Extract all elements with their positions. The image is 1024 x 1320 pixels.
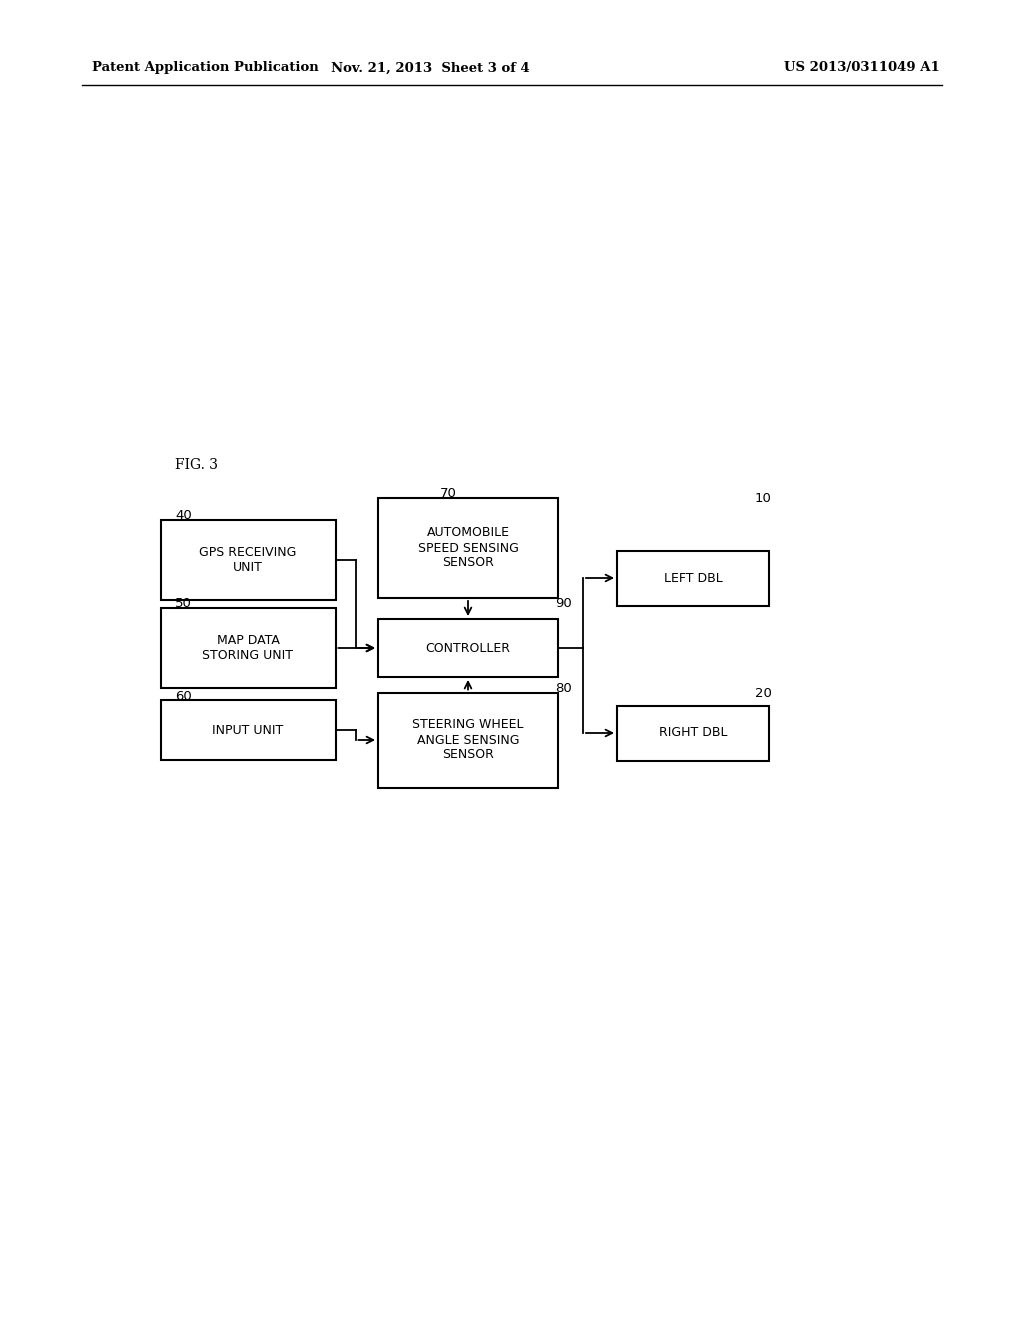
Bar [161,520,336,601]
Text: 90: 90 [555,597,571,610]
Text: AUTOMOBILE
SPEED SENSING
SENSOR: AUTOMOBILE SPEED SENSING SENSOR [418,527,518,569]
Text: 40: 40 [175,510,191,521]
Text: 60: 60 [175,690,191,704]
Bar [617,705,769,760]
Bar [617,550,769,606]
Text: STEERING WHEEL
ANGLE SENSING
SENSOR: STEERING WHEEL ANGLE SENSING SENSOR [413,718,523,762]
Text: INPUT UNIT: INPUT UNIT [212,723,284,737]
Text: 20: 20 [755,686,772,700]
Text: FIG. 3: FIG. 3 [175,458,218,473]
Text: GPS RECEIVING
UNIT: GPS RECEIVING UNIT [200,546,297,574]
Text: Patent Application Publication: Patent Application Publication [92,62,318,74]
Text: 10: 10 [755,492,772,506]
Bar [378,498,558,598]
Bar [378,619,558,677]
Bar [161,700,336,760]
Text: Nov. 21, 2013  Sheet 3 of 4: Nov. 21, 2013 Sheet 3 of 4 [331,62,529,74]
Text: 80: 80 [555,682,571,696]
Bar [161,609,336,688]
Text: LEFT DBL: LEFT DBL [664,572,722,585]
Bar [378,693,558,788]
Text: CONTROLLER: CONTROLLER [426,642,511,655]
Text: US 2013/0311049 A1: US 2013/0311049 A1 [784,62,940,74]
Text: RIGHT DBL: RIGHT DBL [658,726,727,739]
Text: MAP DATA
STORING UNIT: MAP DATA STORING UNIT [203,634,294,663]
Text: 70: 70 [440,487,457,500]
Text: 50: 50 [175,597,191,610]
